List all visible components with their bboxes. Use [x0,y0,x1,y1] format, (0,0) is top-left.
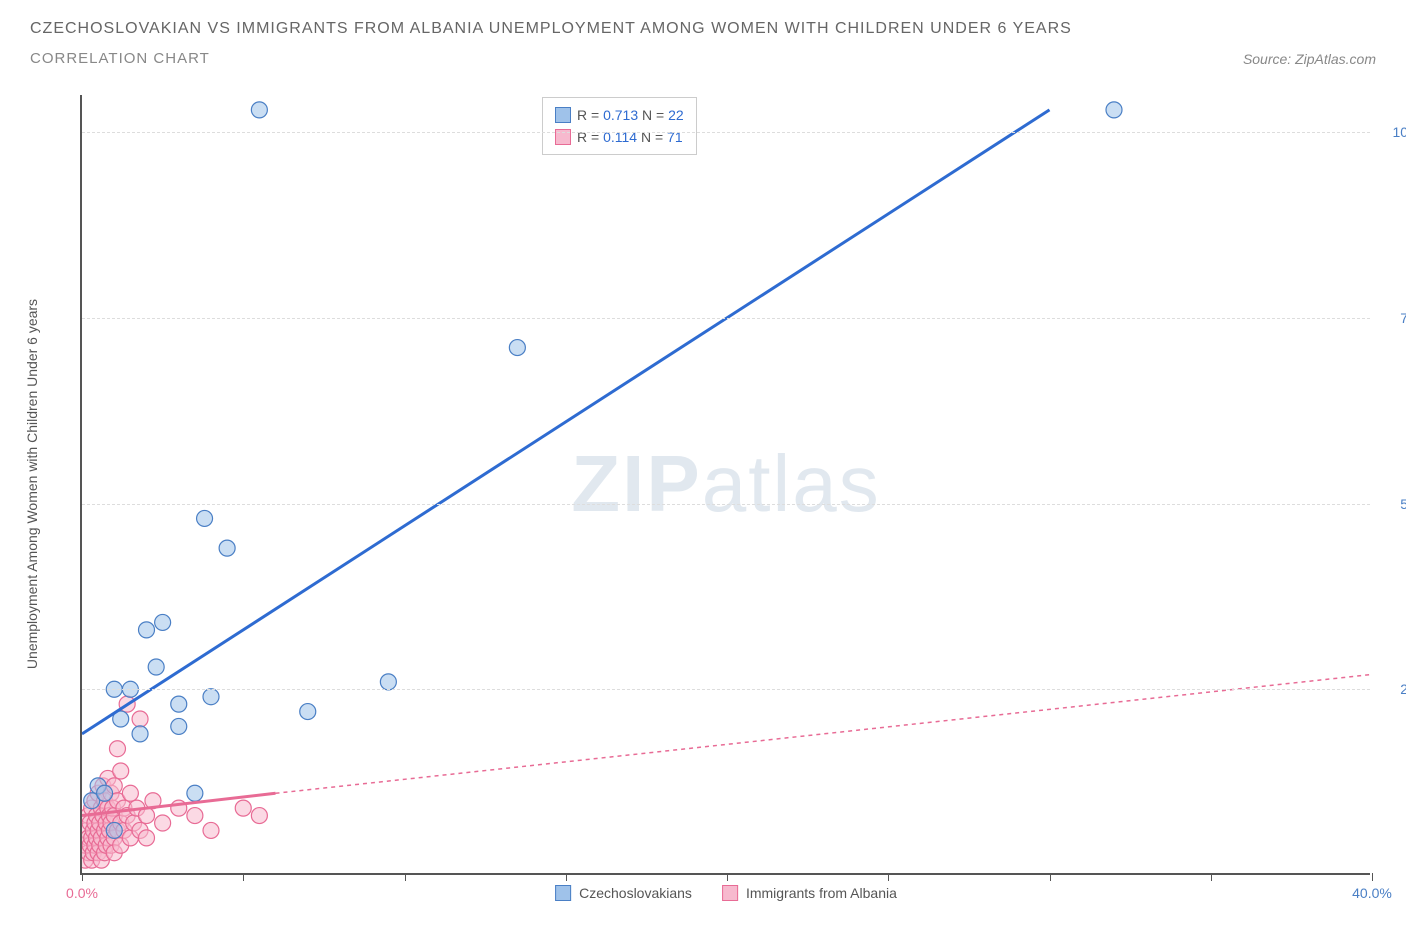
x-tick [405,873,406,881]
legend-label-pink: Immigrants from Albania [746,885,897,901]
gridline [82,132,1370,133]
data-point [251,808,267,824]
swatch-pink-icon [722,885,738,901]
data-point [1106,102,1122,118]
legend-text: R = 0.713 N = 22 [577,104,684,126]
data-point [155,614,171,630]
x-tick [566,873,567,881]
plot-region: ZIPatlas Unemployment Among Women with C… [80,95,1370,875]
x-tick [1211,873,1212,881]
legend-item-blue: Czechoslovakians [555,885,692,901]
data-point [187,808,203,824]
x-tick [1372,873,1373,881]
data-point [113,763,129,779]
swatch-icon [555,107,571,123]
x-tick [727,873,728,881]
data-point [251,102,267,118]
data-point [187,785,203,801]
data-point [171,718,187,734]
x-tick [243,873,244,881]
data-point [155,815,171,831]
data-point [122,785,138,801]
series-legend: Czechoslovakians Immigrants from Albania [555,885,897,901]
data-point [139,830,155,846]
source-attribution: Source: ZipAtlas.com [1243,51,1376,67]
scatter-svg [82,95,1372,875]
data-point [106,822,122,838]
data-point [132,711,148,727]
legend-row: R = 0.713 N = 22 [555,104,684,126]
data-point [509,340,525,356]
data-point [203,689,219,705]
data-point [235,800,251,816]
x-tick [82,873,83,881]
y-tick-label: 50.0% [1380,496,1406,512]
gridline [82,318,1370,319]
data-point [109,741,125,757]
data-point [380,674,396,690]
data-point [300,704,316,720]
gridline [82,504,1370,505]
y-tick-label: 100.0% [1380,124,1406,140]
y-axis-title: Unemployment Among Women with Children U… [24,299,40,669]
data-point [148,659,164,675]
chart-header: CZECHOSLOVAKIAN VS IMMIGRANTS FROM ALBAN… [0,0,1406,67]
data-point [132,726,148,742]
gridline [82,689,1370,690]
x-axis-max-label: 40.0% [1352,885,1392,901]
data-point [171,696,187,712]
subtitle-row: CORRELATION CHART Source: ZipAtlas.com [30,50,1376,67]
trend-line-pink-dash [276,674,1373,793]
x-tick [1050,873,1051,881]
chart-subtitle: CORRELATION CHART [30,50,210,67]
legend-text: R = 0.114 N = 71 [577,126,683,148]
legend-label-blue: Czechoslovakians [579,885,692,901]
data-point [203,822,219,838]
y-tick-label: 75.0% [1380,310,1406,326]
trend-line-blue [82,110,1050,734]
data-point [97,785,113,801]
data-point [139,622,155,638]
legend-item-pink: Immigrants from Albania [722,885,897,901]
swatch-blue-icon [555,885,571,901]
legend-row: R = 0.114 N = 71 [555,126,684,148]
data-point [219,540,235,556]
x-tick [888,873,889,881]
x-axis-min-label: 0.0% [66,885,98,901]
chart-area: ZIPatlas Unemployment Among Women with C… [80,95,1370,875]
data-point [197,510,213,526]
y-tick-label: 25.0% [1380,681,1406,697]
chart-title: CZECHOSLOVAKIAN VS IMMIGRANTS FROM ALBAN… [30,20,1376,38]
correlation-legend: R = 0.713 N = 22R = 0.114 N = 71 [542,97,697,155]
